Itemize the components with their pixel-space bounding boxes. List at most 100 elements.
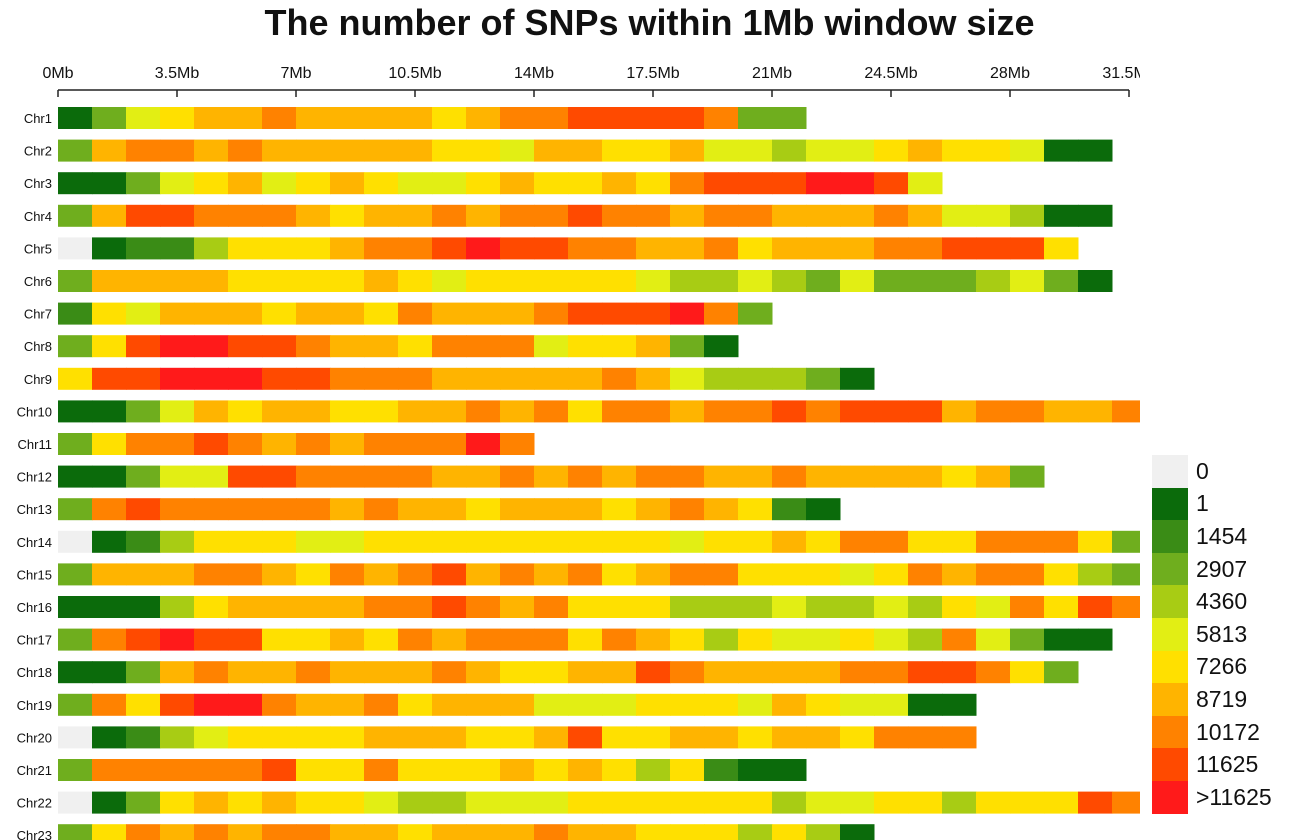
snp-window-cell bbox=[432, 661, 467, 684]
snp-window-cell bbox=[296, 367, 331, 390]
snp-window-cell bbox=[432, 139, 467, 162]
legend-label: 1454 bbox=[1196, 522, 1248, 549]
snp-window-cell bbox=[602, 237, 637, 260]
snp-window-cell bbox=[670, 791, 705, 814]
chromosome-row: Chr14 bbox=[17, 530, 1140, 553]
snp-window-cell bbox=[58, 824, 93, 840]
snp-window-cell bbox=[126, 172, 161, 195]
snp-window-cell bbox=[840, 270, 875, 292]
snp-window-cell bbox=[806, 498, 841, 521]
snp-window-cell bbox=[670, 693, 705, 716]
snp-window-cell bbox=[772, 172, 807, 195]
snp-window-cell bbox=[568, 693, 603, 716]
snp-window-cell bbox=[500, 726, 535, 749]
snp-window-cell bbox=[840, 563, 875, 586]
snp-window-cell bbox=[772, 726, 807, 749]
snp-window-cell bbox=[568, 791, 603, 814]
snp-window-cell bbox=[432, 107, 467, 129]
legend-entry: 1 bbox=[1152, 487, 1272, 521]
snp-window-cell bbox=[58, 107, 93, 129]
snp-window-cell bbox=[466, 335, 501, 358]
snp-window-cell bbox=[92, 563, 127, 586]
snp-window-cell bbox=[58, 302, 93, 325]
snp-window-cell bbox=[330, 824, 365, 840]
snp-window-cell bbox=[942, 530, 977, 553]
snp-window-cell bbox=[1044, 270, 1079, 292]
snp-window-cell bbox=[670, 302, 705, 325]
snp-window-cell bbox=[636, 139, 671, 162]
snp-window-cell bbox=[670, 465, 705, 488]
chromosome-row: Chr3 bbox=[24, 172, 943, 195]
snp-window-cell bbox=[738, 530, 773, 553]
snp-window-cell bbox=[534, 498, 569, 521]
snp-window-cell bbox=[330, 498, 365, 521]
snp-window-cell bbox=[874, 726, 909, 749]
snp-window-cell bbox=[738, 172, 773, 195]
chromosome-row: Chr22 bbox=[17, 791, 1140, 814]
chromosome-row: Chr1 bbox=[24, 107, 807, 129]
snp-window-cell bbox=[500, 563, 535, 586]
snp-window-cell bbox=[92, 596, 127, 618]
snp-window-cell bbox=[364, 367, 399, 390]
snp-window-cell bbox=[602, 661, 637, 684]
snp-window-cell bbox=[58, 498, 93, 521]
snp-window-cell bbox=[636, 400, 671, 423]
snp-window-cell bbox=[364, 693, 399, 716]
snp-window-cell bbox=[636, 204, 671, 227]
snp-window-cell bbox=[670, 335, 705, 358]
snp-window-cell bbox=[534, 465, 569, 488]
snp-window-cell bbox=[228, 661, 263, 684]
snp-window-cell bbox=[92, 172, 127, 195]
snp-window-cell bbox=[126, 824, 161, 840]
snp-window-cell bbox=[908, 400, 943, 423]
snp-window-cell bbox=[704, 726, 739, 749]
snp-window-cell bbox=[772, 530, 807, 553]
snp-window-cell bbox=[500, 596, 535, 618]
snp-window-cell bbox=[296, 498, 331, 521]
snp-window-cell bbox=[1044, 400, 1079, 423]
snp-window-cell bbox=[772, 139, 807, 162]
snp-window-cell bbox=[364, 726, 399, 749]
snp-window-cell bbox=[432, 824, 467, 840]
snp-window-cell bbox=[840, 824, 875, 840]
snp-window-cell bbox=[874, 400, 909, 423]
snp-window-cell bbox=[670, 367, 705, 390]
snp-window-cell bbox=[976, 204, 1011, 227]
snp-window-cell bbox=[806, 563, 841, 586]
snp-window-cell bbox=[806, 596, 841, 618]
snp-window-cell bbox=[194, 596, 229, 618]
snp-window-cell bbox=[670, 172, 705, 195]
chromosome-row: Chr19 bbox=[17, 693, 977, 716]
snp-window-cell bbox=[466, 791, 501, 814]
snp-window-cell bbox=[670, 661, 705, 684]
snp-window-cell bbox=[976, 530, 1011, 553]
chromosome-label: Chr21 bbox=[17, 763, 52, 778]
chromosome-label: Chr13 bbox=[17, 502, 52, 517]
snp-window-cell bbox=[398, 237, 433, 260]
snp-window-cell bbox=[262, 693, 297, 716]
snp-window-cell bbox=[772, 465, 807, 488]
snp-window-cell bbox=[602, 824, 637, 840]
snp-window-cell bbox=[262, 107, 297, 129]
snp-window-cell bbox=[772, 628, 807, 651]
snp-window-cell bbox=[432, 433, 467, 455]
snp-window-cell bbox=[670, 563, 705, 586]
snp-window-cell bbox=[92, 270, 127, 292]
snp-window-cell bbox=[58, 367, 93, 390]
snp-window-cell bbox=[976, 661, 1011, 684]
snp-window-cell bbox=[942, 270, 977, 292]
snp-window-cell bbox=[772, 563, 807, 586]
snp-window-cell bbox=[194, 237, 229, 260]
chromosome-row: Chr18 bbox=[17, 661, 1079, 684]
snp-window-cell bbox=[1044, 204, 1079, 227]
snp-window-cell bbox=[466, 172, 501, 195]
snp-window-cell bbox=[296, 628, 331, 651]
snp-window-cell bbox=[670, 596, 705, 618]
snp-window-cell bbox=[398, 791, 433, 814]
snp-window-cell bbox=[534, 791, 569, 814]
snp-window-cell bbox=[466, 824, 501, 840]
snp-window-cell bbox=[568, 726, 603, 749]
snp-window-cell bbox=[602, 302, 637, 325]
snp-window-cell bbox=[840, 693, 875, 716]
snp-window-cell bbox=[806, 367, 841, 390]
